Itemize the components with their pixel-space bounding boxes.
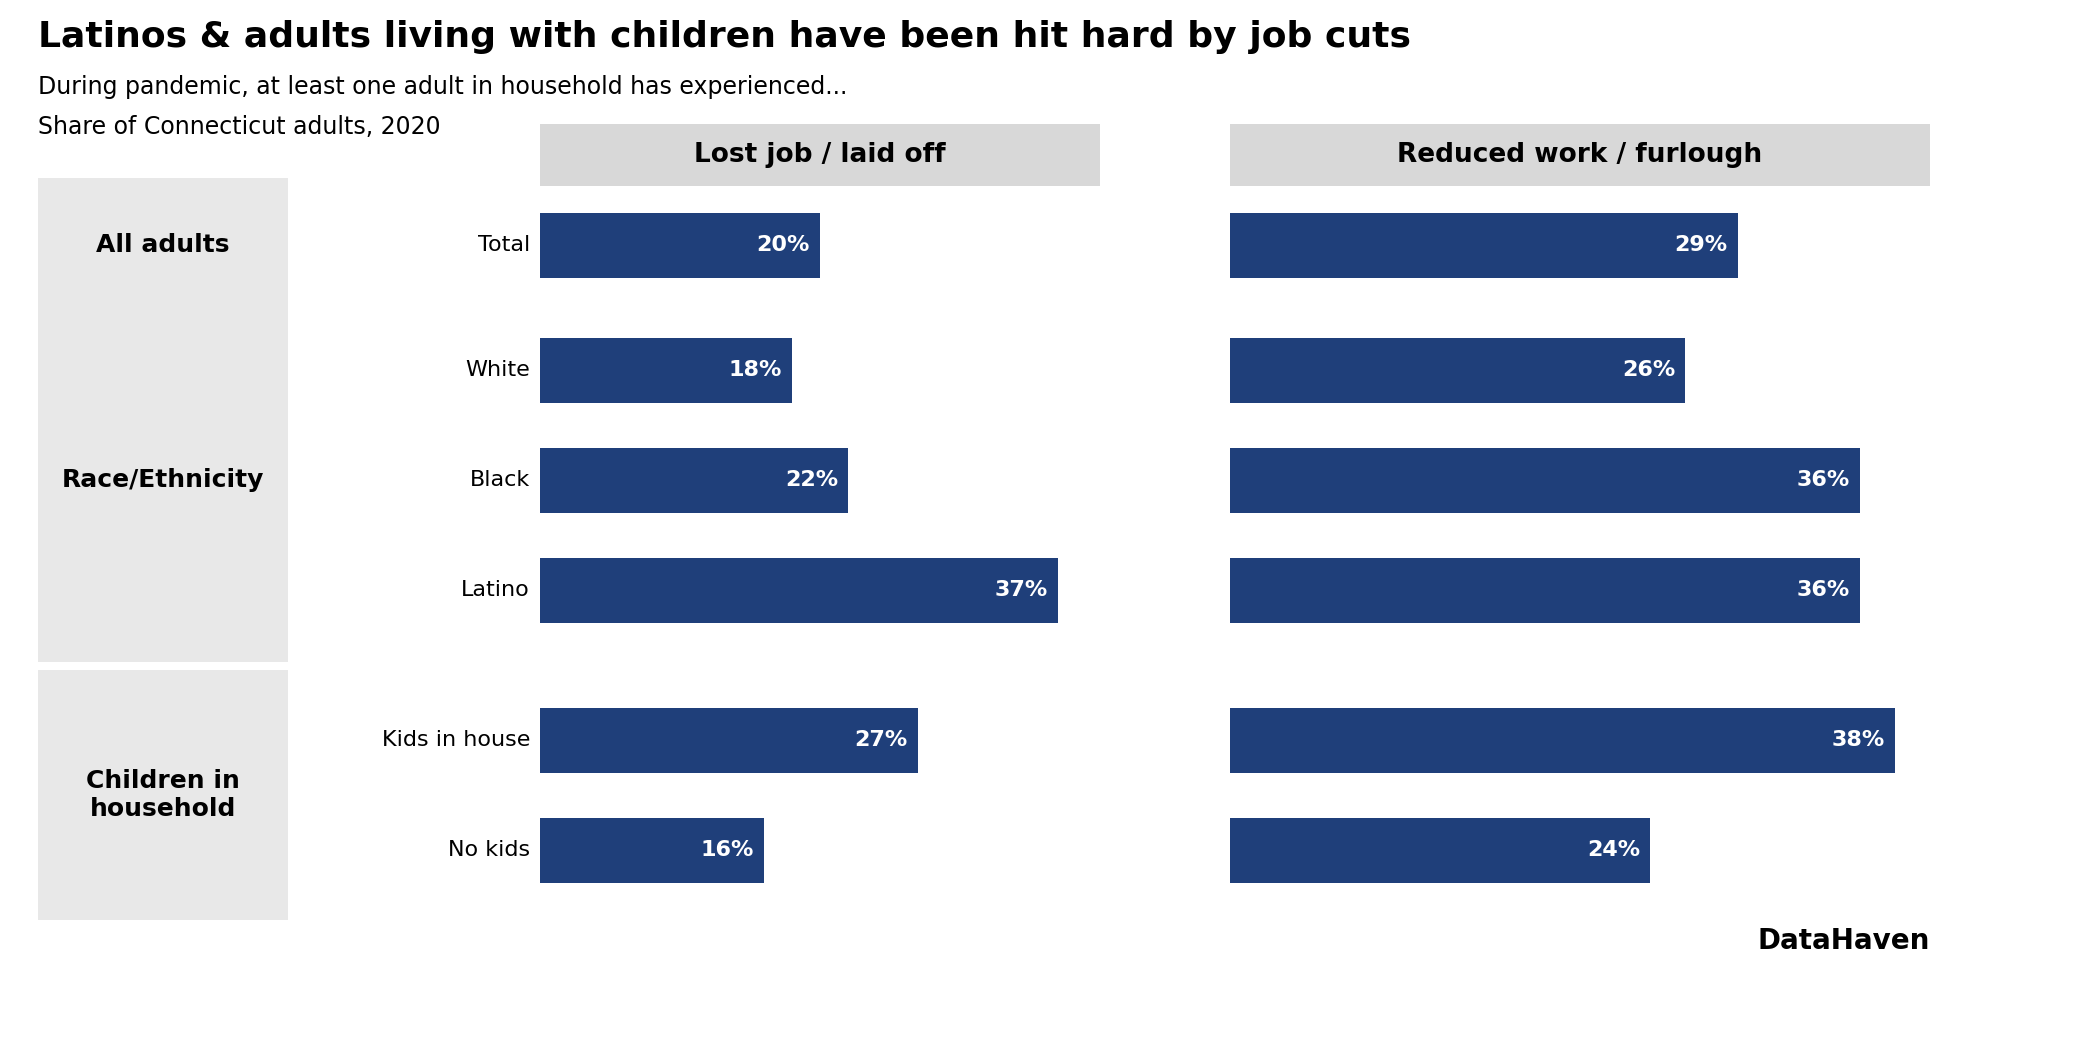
Text: Lost job / laid off: Lost job / laid off (695, 142, 945, 168)
Text: Latino: Latino (462, 580, 529, 600)
Text: No kids: No kids (447, 840, 529, 860)
FancyBboxPatch shape (1231, 558, 1861, 623)
FancyBboxPatch shape (540, 558, 1058, 623)
Text: 18%: 18% (729, 360, 781, 380)
Text: Reduced work / furlough: Reduced work / furlough (1396, 142, 1762, 168)
Text: All adults: All adults (97, 233, 229, 257)
FancyBboxPatch shape (1231, 212, 1737, 277)
Text: 20%: 20% (756, 235, 811, 255)
Text: Latinos & adults living with children have been hit hard by job cuts: Latinos & adults living with children ha… (38, 20, 1411, 54)
FancyBboxPatch shape (1231, 124, 1930, 186)
Text: 26%: 26% (1621, 360, 1676, 380)
FancyBboxPatch shape (540, 708, 918, 773)
FancyBboxPatch shape (1231, 337, 1684, 402)
Text: 36%: 36% (1798, 470, 1850, 490)
Text: Total: Total (479, 235, 529, 255)
FancyBboxPatch shape (1231, 708, 1894, 773)
Text: 29%: 29% (1674, 235, 1728, 255)
FancyBboxPatch shape (38, 670, 288, 920)
FancyBboxPatch shape (540, 447, 848, 512)
FancyBboxPatch shape (38, 178, 288, 312)
FancyBboxPatch shape (1231, 447, 1861, 512)
Text: 27%: 27% (855, 730, 907, 750)
FancyBboxPatch shape (1231, 818, 1651, 882)
Text: 37%: 37% (995, 580, 1048, 600)
FancyBboxPatch shape (540, 818, 764, 882)
Text: 38%: 38% (1831, 730, 1886, 750)
Text: DataHaven: DataHaven (1758, 927, 1930, 956)
FancyBboxPatch shape (38, 298, 288, 662)
Text: 36%: 36% (1798, 580, 1850, 600)
Text: Kids in house: Kids in house (382, 730, 529, 750)
Text: Children in
household: Children in household (86, 769, 239, 821)
Text: 16%: 16% (701, 840, 754, 860)
Text: 22%: 22% (785, 470, 838, 490)
Text: White: White (466, 360, 529, 380)
Text: During pandemic, at least one adult in household has experienced...: During pandemic, at least one adult in h… (38, 75, 848, 99)
Text: Share of Connecticut adults, 2020: Share of Connecticut adults, 2020 (38, 116, 441, 139)
Text: Black: Black (470, 470, 529, 490)
Text: 24%: 24% (1588, 840, 1640, 860)
FancyBboxPatch shape (540, 124, 1100, 186)
FancyBboxPatch shape (540, 337, 792, 402)
FancyBboxPatch shape (540, 212, 819, 277)
Text: Race/Ethnicity: Race/Ethnicity (61, 468, 265, 492)
